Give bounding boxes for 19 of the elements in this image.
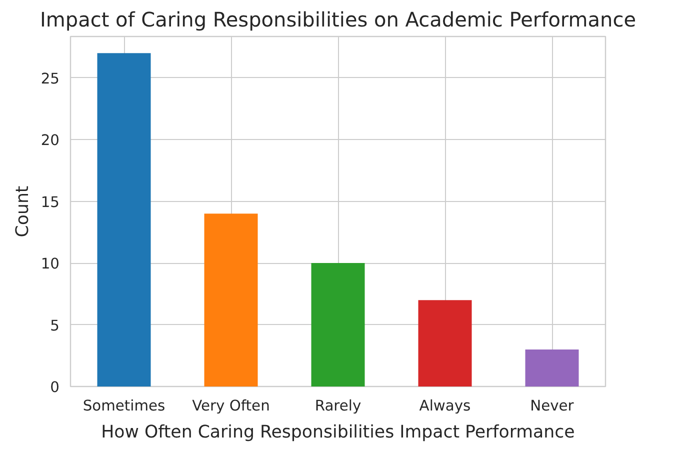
bar xyxy=(97,53,151,386)
x-tick-label: Sometimes xyxy=(82,398,166,414)
y-tick-label: 0 xyxy=(50,379,60,396)
chart-title: Impact of Caring Responsibilities on Academic Performance xyxy=(40,8,636,32)
y-tick-label: 25 xyxy=(40,70,60,88)
x-tick-label: Never xyxy=(530,398,575,414)
bar xyxy=(204,214,258,386)
y-axis-title: Count xyxy=(12,186,33,238)
bar xyxy=(525,349,579,386)
y-tick-label: 10 xyxy=(40,256,60,273)
x-tick-label: Rarely xyxy=(314,398,362,414)
y-tick-label: 20 xyxy=(40,132,60,150)
x-axis-title: How Often Caring Responsibilities Impact Performance xyxy=(101,422,575,442)
x-tick-label: Always xyxy=(419,398,471,414)
y-tick-label: 5 xyxy=(50,317,60,334)
x-tick-label: Very Often xyxy=(192,398,270,414)
bar xyxy=(311,263,365,386)
y-tick-label: 15 xyxy=(40,194,60,211)
bar xyxy=(418,300,472,386)
